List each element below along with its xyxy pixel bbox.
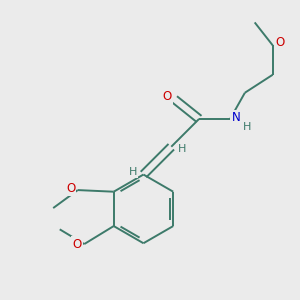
Text: O: O <box>72 238 82 250</box>
Text: O: O <box>275 36 284 49</box>
Text: H: H <box>129 167 137 177</box>
Text: H: H <box>243 122 251 132</box>
Text: O: O <box>163 91 172 103</box>
Text: H: H <box>178 144 186 154</box>
Text: O: O <box>66 182 75 195</box>
Text: N: N <box>232 111 240 124</box>
